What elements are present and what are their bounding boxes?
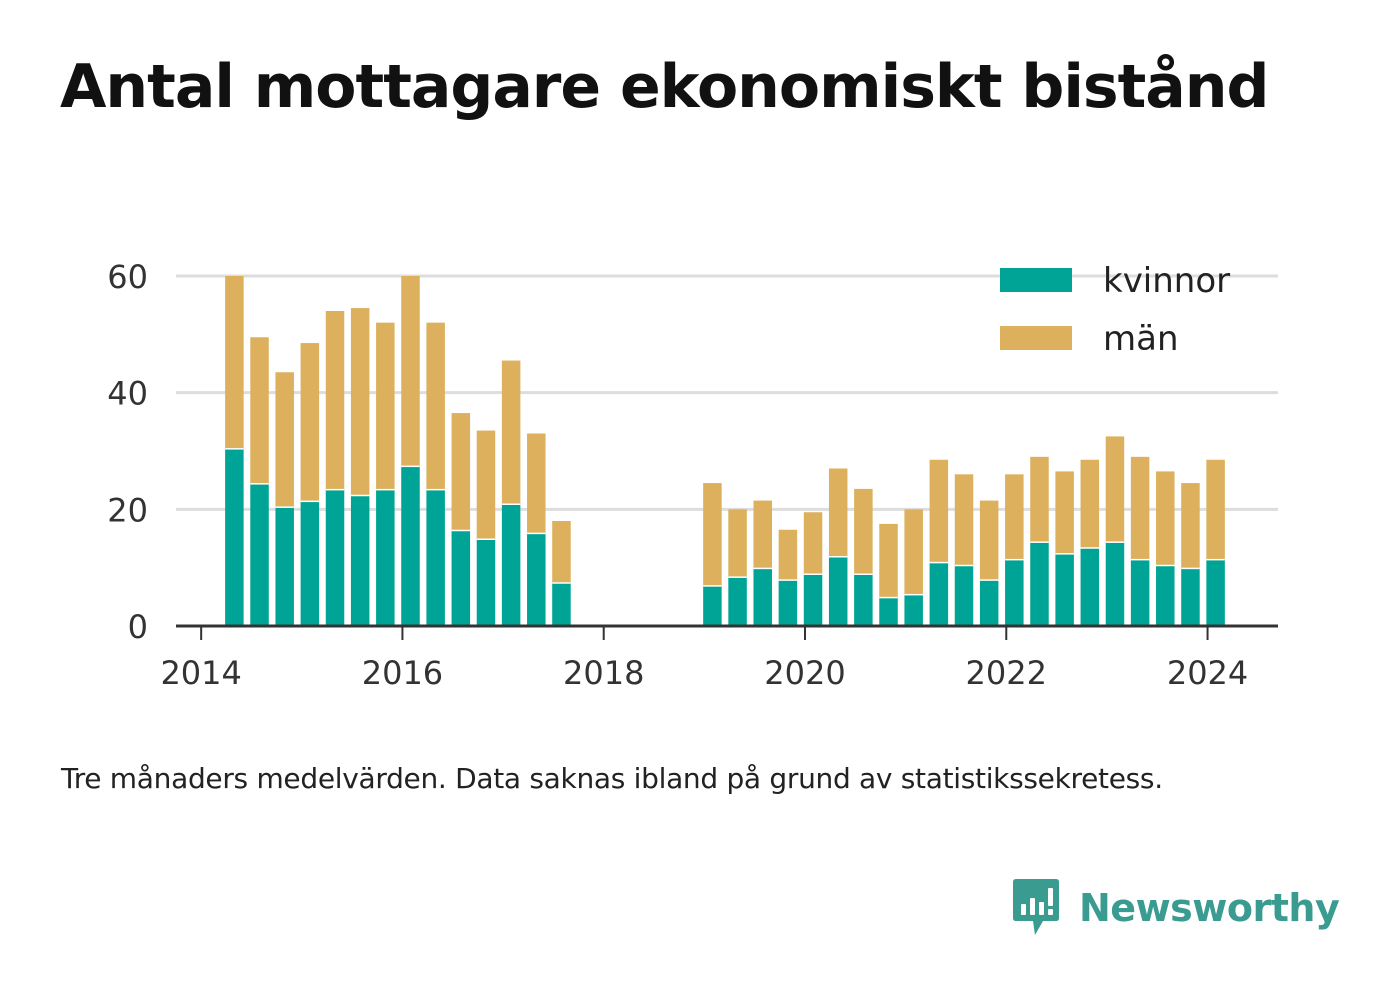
bar-män <box>401 276 420 466</box>
legend-label-män: män <box>1103 319 1179 359</box>
bar-kvinnor <box>325 488 345 626</box>
bar-män <box>1181 483 1200 568</box>
bar-män <box>778 529 798 580</box>
y-tick-label: 40 <box>107 375 148 413</box>
bar-kvinnor <box>501 503 521 626</box>
bar-kvinnor <box>1080 547 1100 626</box>
bar-män <box>476 430 496 539</box>
bar-män <box>828 468 848 556</box>
bar-män <box>1080 459 1100 548</box>
bar-kvinnor <box>954 564 974 626</box>
bar-män <box>1005 474 1024 559</box>
bar-män <box>904 509 923 594</box>
bar-kvinnor <box>451 529 471 626</box>
bar-män <box>1105 436 1125 542</box>
bar-män <box>552 521 571 583</box>
bar-kvinnor <box>476 538 496 626</box>
bar-män <box>300 343 320 501</box>
bar-kvinnor <box>828 556 848 626</box>
bar-kvinnor <box>803 573 823 626</box>
bar-kvinnor <box>1156 564 1175 626</box>
bar-män <box>703 483 722 586</box>
bar-separator <box>250 481 269 485</box>
bars <box>225 276 1225 626</box>
footnote: Tre månaders medelvärden. Data saknas ib… <box>61 762 1163 795</box>
bar-män <box>929 459 949 562</box>
axes: 0 20 40 60 2014 2016 2018 2020 2022 2024 <box>107 258 1278 692</box>
chat-bar-chart-icon <box>1013 879 1059 935</box>
bar-kvinnor <box>854 573 873 626</box>
bar-män <box>501 360 521 504</box>
bar-kvinnor <box>1206 558 1225 626</box>
bar-kvinnor <box>1130 558 1150 626</box>
y-tick-label: 0 <box>128 608 148 646</box>
bar-män <box>803 512 823 574</box>
bar-kvinnor <box>376 488 395 626</box>
bar-män <box>879 523 898 597</box>
bar-män <box>451 413 471 530</box>
bar-kvinnor <box>979 579 999 626</box>
bar-separator <box>401 464 420 468</box>
x-tick-label: 2018 <box>563 654 644 692</box>
bar-män <box>1030 456 1049 542</box>
bar-män <box>225 276 244 449</box>
bar-män <box>325 311 345 489</box>
x-tick-label: 2024 <box>1167 654 1248 692</box>
bar-män <box>376 322 395 489</box>
legend-swatch-män <box>1000 326 1072 350</box>
bar-kvinnor <box>250 483 269 626</box>
bar-separator <box>1105 539 1125 543</box>
bar-kvinnor <box>527 532 546 626</box>
bar-män <box>753 500 772 568</box>
x-tick-label: 2014 <box>160 654 241 692</box>
stacked-bar-chart: 0 20 40 60 2014 2016 2018 2020 2022 2024 kvinnor m… <box>107 258 1278 692</box>
bar-separator <box>225 446 244 450</box>
bar-män <box>728 509 747 577</box>
bar-män <box>250 337 269 484</box>
bar-kvinnor <box>275 506 294 626</box>
bar-män <box>1156 471 1175 565</box>
bar-kvinnor <box>350 494 370 626</box>
chart-title: Antal mottagare ekonomiskt bistånd <box>60 52 1269 122</box>
x-tick-label: 2020 <box>764 654 845 692</box>
bar-kvinnor <box>300 500 320 626</box>
bar-män <box>350 308 370 495</box>
bar-kvinnor <box>753 567 772 626</box>
bar-män <box>426 322 445 489</box>
bar-män <box>1206 459 1225 559</box>
legend-label-kvinnor: kvinnor <box>1103 261 1230 301</box>
bar-kvinnor <box>1005 558 1024 626</box>
bar-kvinnor <box>904 593 923 626</box>
bar-män <box>1130 456 1150 559</box>
bar-män <box>1055 471 1074 554</box>
bar-män <box>854 488 873 574</box>
bar-män <box>979 500 999 580</box>
bar-kvinnor <box>1030 541 1049 626</box>
bar-kvinnor <box>728 576 747 626</box>
legend-swatch-kvinnor <box>1000 268 1072 292</box>
x-tick-label: 2022 <box>966 654 1047 692</box>
bar-kvinnor <box>703 585 722 626</box>
bar-kvinnor <box>778 579 798 626</box>
legend: kvinnor män <box>1000 261 1230 359</box>
bar-kvinnor <box>401 465 420 626</box>
bar-kvinnor <box>1181 567 1200 626</box>
x-tick-label: 2016 <box>362 654 443 692</box>
bar-kvinnor <box>552 582 571 626</box>
bar-män <box>527 433 546 533</box>
brand-logo: Newsworthy <box>1011 878 1340 938</box>
bar-kvinnor <box>1105 541 1125 626</box>
y-tick-label: 60 <box>107 258 148 296</box>
brand-name: Newsworthy <box>1079 886 1340 930</box>
bar-kvinnor <box>879 596 898 626</box>
bar-kvinnor <box>1055 553 1074 626</box>
bar-kvinnor <box>929 561 949 626</box>
y-tick-label: 20 <box>107 491 148 529</box>
bar-kvinnor <box>225 448 244 626</box>
bar-män <box>954 474 974 565</box>
bar-kvinnor <box>426 488 445 626</box>
bar-män <box>275 372 294 507</box>
